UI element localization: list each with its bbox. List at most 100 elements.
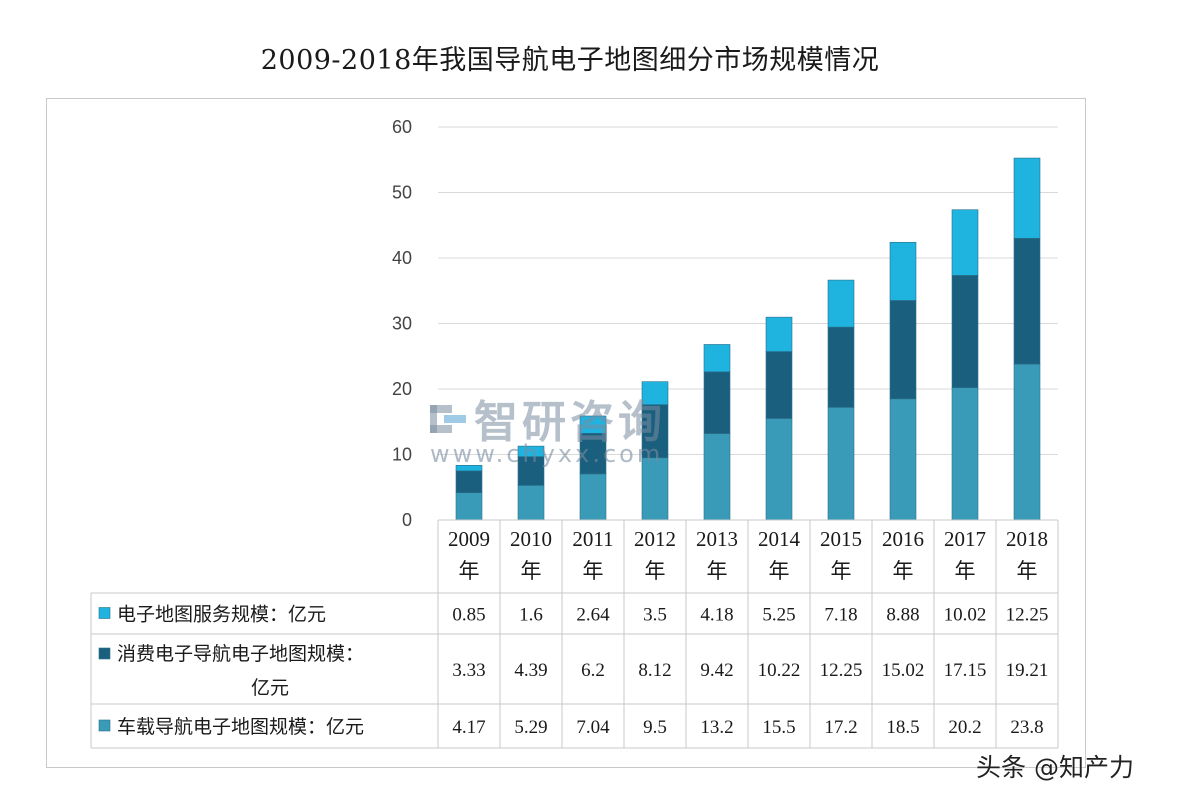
data-cell-consumer: 15.02	[882, 660, 925, 681]
y-tick-label: 0	[402, 510, 412, 530]
bar-consumer	[455, 470, 483, 493]
data-cell-service: 12.25	[1006, 605, 1049, 626]
x-tick-label-year: 2017	[944, 527, 986, 551]
x-tick-label-year: 2009	[448, 527, 490, 551]
y-tick-label: 20	[392, 379, 412, 399]
x-tick-label-unit: 年	[583, 559, 604, 583]
bar-vehicle	[517, 485, 545, 521]
bar-consumer	[951, 275, 979, 388]
bar-consumer	[1013, 237, 1041, 365]
watermark-logo: 智研咨询	[428, 386, 666, 450]
legend-label-consumer-unit: 亿元	[251, 677, 289, 699]
y-tick-label: 30	[392, 314, 412, 334]
data-cell-service: 8.88	[886, 605, 919, 626]
bar-vehicle	[827, 407, 855, 521]
x-tick-label-year: 2013	[696, 527, 738, 551]
legend-label-service: 电子地图服务规模：亿元	[117, 604, 326, 626]
bar-vehicle	[1013, 363, 1041, 521]
data-cell-service: 5.25	[762, 605, 795, 626]
data-cell-consumer: 3.33	[452, 660, 485, 681]
x-tick-label-unit: 年	[831, 559, 852, 583]
data-cell-consumer: 4.39	[514, 660, 547, 681]
x-tick-label-unit: 年	[1017, 559, 1038, 583]
bar-service	[889, 241, 917, 301]
legend-swatch-vehicle	[98, 719, 111, 732]
bar-service	[1013, 157, 1041, 239]
data-cell-consumer: 6.2	[581, 660, 605, 681]
data-cell-vehicle: 23.8	[1010, 717, 1043, 738]
x-tick-label-unit: 年	[645, 559, 666, 583]
data-cell-vehicle: 15.5	[762, 717, 795, 738]
data-cell-service: 10.02	[944, 605, 987, 626]
x-tick-label-year: 2011	[572, 527, 613, 551]
bar-service	[951, 209, 979, 276]
chart-title: 2009-2018年我国导航电子地图细分市场规模情况	[260, 45, 880, 76]
data-cell-consumer: 9.42	[700, 660, 733, 681]
data-cell-service: 2.64	[576, 605, 610, 626]
data-cell-vehicle: 17.2	[824, 717, 857, 738]
data-cell-consumer: 12.25	[820, 660, 863, 681]
y-tick-label: 60	[392, 117, 412, 137]
data-cell-vehicle: 9.5	[643, 717, 667, 738]
bar-service	[455, 465, 483, 472]
x-tick-label-unit: 年	[521, 559, 542, 583]
bar-consumer	[765, 351, 793, 419]
x-tick-label-year: 2016	[882, 527, 924, 551]
watermark-logo-text: 智研咨询	[474, 397, 666, 448]
data-cell-vehicle: 4.17	[452, 717, 485, 738]
bar-vehicle	[889, 398, 917, 521]
bar-service	[765, 316, 793, 352]
data-cell-service: 0.85	[452, 605, 485, 626]
data-cell-service: 3.5	[643, 605, 667, 626]
y-tick-label: 40	[392, 248, 412, 268]
bar-consumer	[827, 326, 855, 408]
bar-vehicle	[951, 387, 979, 521]
data-cell-service: 7.18	[824, 605, 857, 626]
x-tick-label-year: 2014	[758, 527, 801, 551]
data-cell-vehicle: 18.5	[886, 717, 919, 738]
watermark-mark-icon	[430, 405, 466, 433]
bar-vehicle	[579, 473, 607, 521]
source-credit: 头条 @知产力	[976, 753, 1134, 782]
legend-swatch-service	[98, 607, 111, 619]
chart-frame	[46, 98, 1086, 768]
bar-consumer	[703, 371, 731, 434]
x-tick-label-unit: 年	[769, 559, 790, 583]
data-cell-consumer: 19.21	[1006, 660, 1049, 681]
x-tick-label-unit: 年	[893, 559, 914, 583]
legend-label-vehicle: 车载导航电子地图规模：亿元	[117, 716, 364, 738]
bar-vehicle	[765, 418, 793, 521]
data-cell-vehicle: 5.29	[514, 717, 547, 738]
bar-vehicle	[703, 433, 731, 521]
watermark-url: www.chyxx.com	[430, 440, 664, 468]
data-cell-vehicle: 7.04	[576, 717, 610, 738]
x-tick-label-unit: 年	[955, 559, 976, 583]
bar-service	[641, 381, 669, 405]
x-tick-label-unit: 年	[459, 559, 480, 583]
x-tick-label-unit: 年	[707, 559, 728, 583]
data-cell-consumer: 17.15	[944, 660, 987, 681]
legend-swatch-consumer	[98, 647, 111, 660]
data-cell-service: 4.18	[700, 605, 733, 626]
data-cell-vehicle: 20.2	[948, 717, 981, 738]
bar-vehicle	[455, 492, 483, 521]
x-tick-label-year: 2010	[510, 527, 552, 551]
x-tick-label-year: 2015	[820, 527, 862, 551]
bar-service	[827, 279, 855, 328]
bar-consumer	[579, 432, 607, 475]
x-tick-label-year: 2018	[1006, 527, 1048, 551]
y-tick-label: 50	[392, 183, 412, 203]
bar-consumer	[889, 300, 917, 400]
data-cell-consumer: 10.22	[758, 660, 801, 681]
bar-service	[517, 445, 545, 457]
bar-service	[579, 415, 607, 434]
bar-service	[703, 344, 731, 373]
bar-vehicle	[641, 457, 669, 521]
x-tick-label-year: 2012	[634, 527, 676, 551]
data-cell-vehicle: 13.2	[700, 717, 733, 738]
data-cell-consumer: 8.12	[638, 660, 671, 681]
legend-label-consumer: 消费电子导航电子地图规模：	[117, 643, 364, 665]
data-cell-service: 1.6	[519, 605, 543, 626]
y-tick-label: 10	[392, 445, 412, 465]
